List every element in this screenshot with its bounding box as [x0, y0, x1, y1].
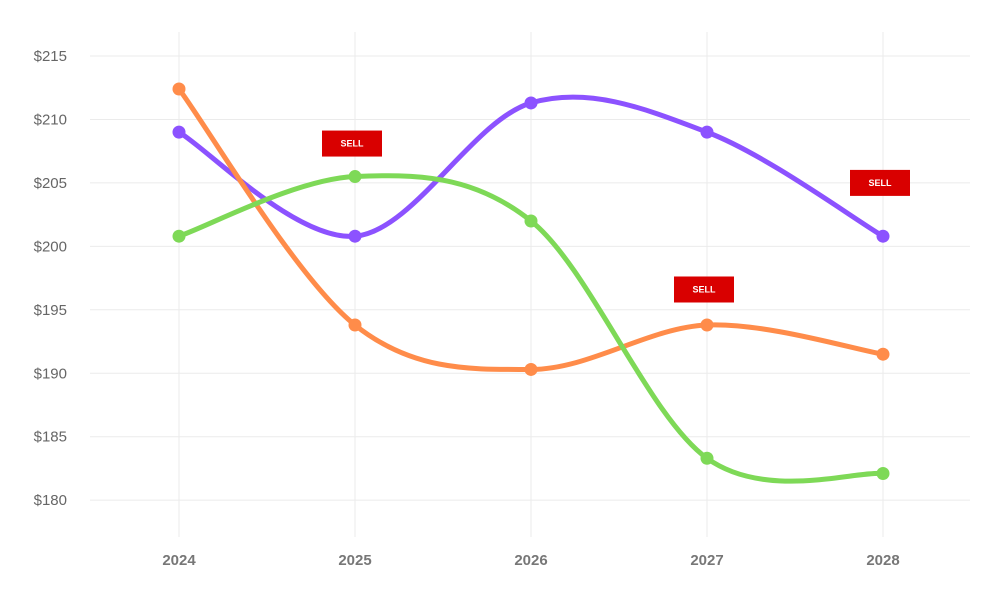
data-point — [348, 318, 362, 332]
data-point — [700, 318, 714, 332]
x-tick-label: 2027 — [690, 552, 723, 569]
x-tick-label: 2025 — [338, 552, 371, 569]
y-tick-label: $180 — [34, 492, 67, 509]
data-point — [172, 229, 186, 243]
data-point — [348, 229, 362, 243]
annotation-label: SELL — [340, 139, 364, 149]
y-tick-label: $210 — [34, 111, 67, 128]
y-tick-label: $205 — [34, 175, 67, 192]
data-point — [172, 125, 186, 139]
y-tick-label: $185 — [34, 429, 67, 446]
x-tick-label: 2026 — [514, 552, 547, 569]
annotation-label: SELL — [868, 178, 892, 188]
annotation-box — [322, 130, 382, 157]
series-purple — [172, 94, 890, 243]
series-line — [176, 86, 886, 372]
series-green — [172, 170, 890, 484]
x-tick-label: 2024 — [162, 552, 196, 569]
data-point — [700, 125, 714, 139]
y-tick-label: $200 — [34, 238, 67, 255]
sell-annotation: SELL — [850, 169, 910, 196]
data-point — [876, 347, 890, 361]
sell-annotation: SELL — [322, 130, 382, 157]
annotation-box — [674, 276, 734, 303]
data-point — [524, 362, 538, 376]
data-point — [524, 214, 538, 228]
data-point — [876, 229, 890, 243]
data-point — [524, 96, 538, 110]
series-orange — [172, 82, 890, 376]
data-point — [700, 451, 714, 465]
series-line — [176, 173, 886, 484]
y-tick-label: $195 — [34, 302, 67, 319]
y-tick-label: $215 — [34, 48, 67, 65]
annotation-label: SELL — [692, 284, 716, 294]
data-point — [172, 82, 186, 96]
x-tick-label: 2028 — [866, 552, 899, 569]
data-point — [876, 467, 890, 481]
annotation-box — [850, 169, 910, 196]
data-point — [348, 170, 362, 184]
sell-annotation: SELL — [674, 276, 734, 303]
y-tick-label: $190 — [34, 365, 67, 382]
